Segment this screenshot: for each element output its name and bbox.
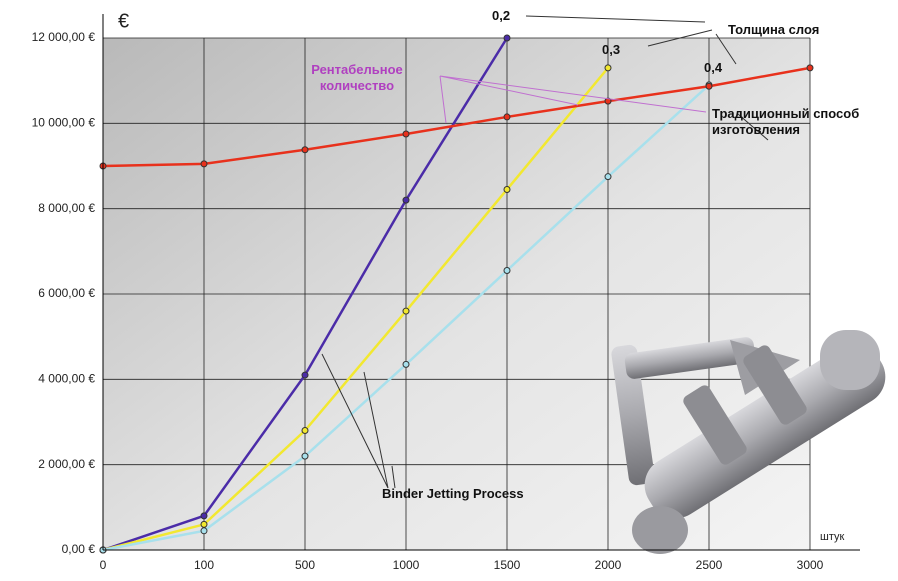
page: € штук 0,00 € 2 000,00 € 4 000,00 € 6 000,0…	[0, 0, 898, 576]
x-tick-label: 3000	[797, 558, 824, 572]
x-tick-label: 2500	[696, 558, 723, 572]
series-label: 0,4	[704, 60, 722, 76]
data-point	[403, 131, 409, 137]
data-point	[201, 521, 207, 527]
x-tick-label: 1000	[393, 558, 420, 572]
y-tick-label: 2 000,00 €	[38, 457, 95, 471]
data-point	[201, 161, 207, 167]
y-tick-label: 10 000,00 €	[32, 116, 96, 130]
x-tick-label: 0	[100, 558, 107, 572]
series-label: Традиционный способ изготовления	[712, 106, 892, 138]
series-label: 0,2	[492, 8, 510, 24]
data-point	[403, 308, 409, 314]
data-point	[302, 147, 308, 153]
x-tick-label: 2000	[595, 558, 622, 572]
annotation: Рентабельное количество	[292, 62, 422, 94]
data-point	[605, 174, 611, 180]
data-point	[302, 453, 308, 459]
data-point	[201, 528, 207, 534]
data-point	[605, 65, 611, 71]
data-point	[504, 35, 510, 41]
x-tick-label: 500	[295, 558, 315, 572]
x-tick-label: 1500	[494, 558, 521, 572]
data-point	[201, 513, 207, 519]
x-tick-label: 100	[194, 558, 214, 572]
annotation: Толщина слоя	[728, 22, 819, 38]
data-point	[807, 65, 813, 71]
data-point	[302, 428, 308, 434]
data-point	[504, 268, 510, 274]
x-unit: штук	[820, 531, 844, 543]
y-unit: €	[118, 10, 129, 32]
series-label: 0,3	[602, 42, 620, 58]
data-point	[302, 372, 308, 378]
data-point	[504, 186, 510, 192]
y-tick-label: 0,00 €	[62, 542, 96, 556]
y-tick-label: 12 000,00 €	[32, 30, 96, 44]
data-point	[504, 114, 510, 120]
y-tick-label: 4 000,00 €	[38, 372, 95, 386]
annotation: Binder Jetting Process	[382, 486, 524, 502]
data-point	[706, 83, 712, 89]
data-point	[403, 361, 409, 367]
y-tick-label: 6 000,00 €	[38, 286, 95, 300]
y-tick-label: 8 000,00 €	[38, 201, 95, 215]
data-point	[403, 197, 409, 203]
